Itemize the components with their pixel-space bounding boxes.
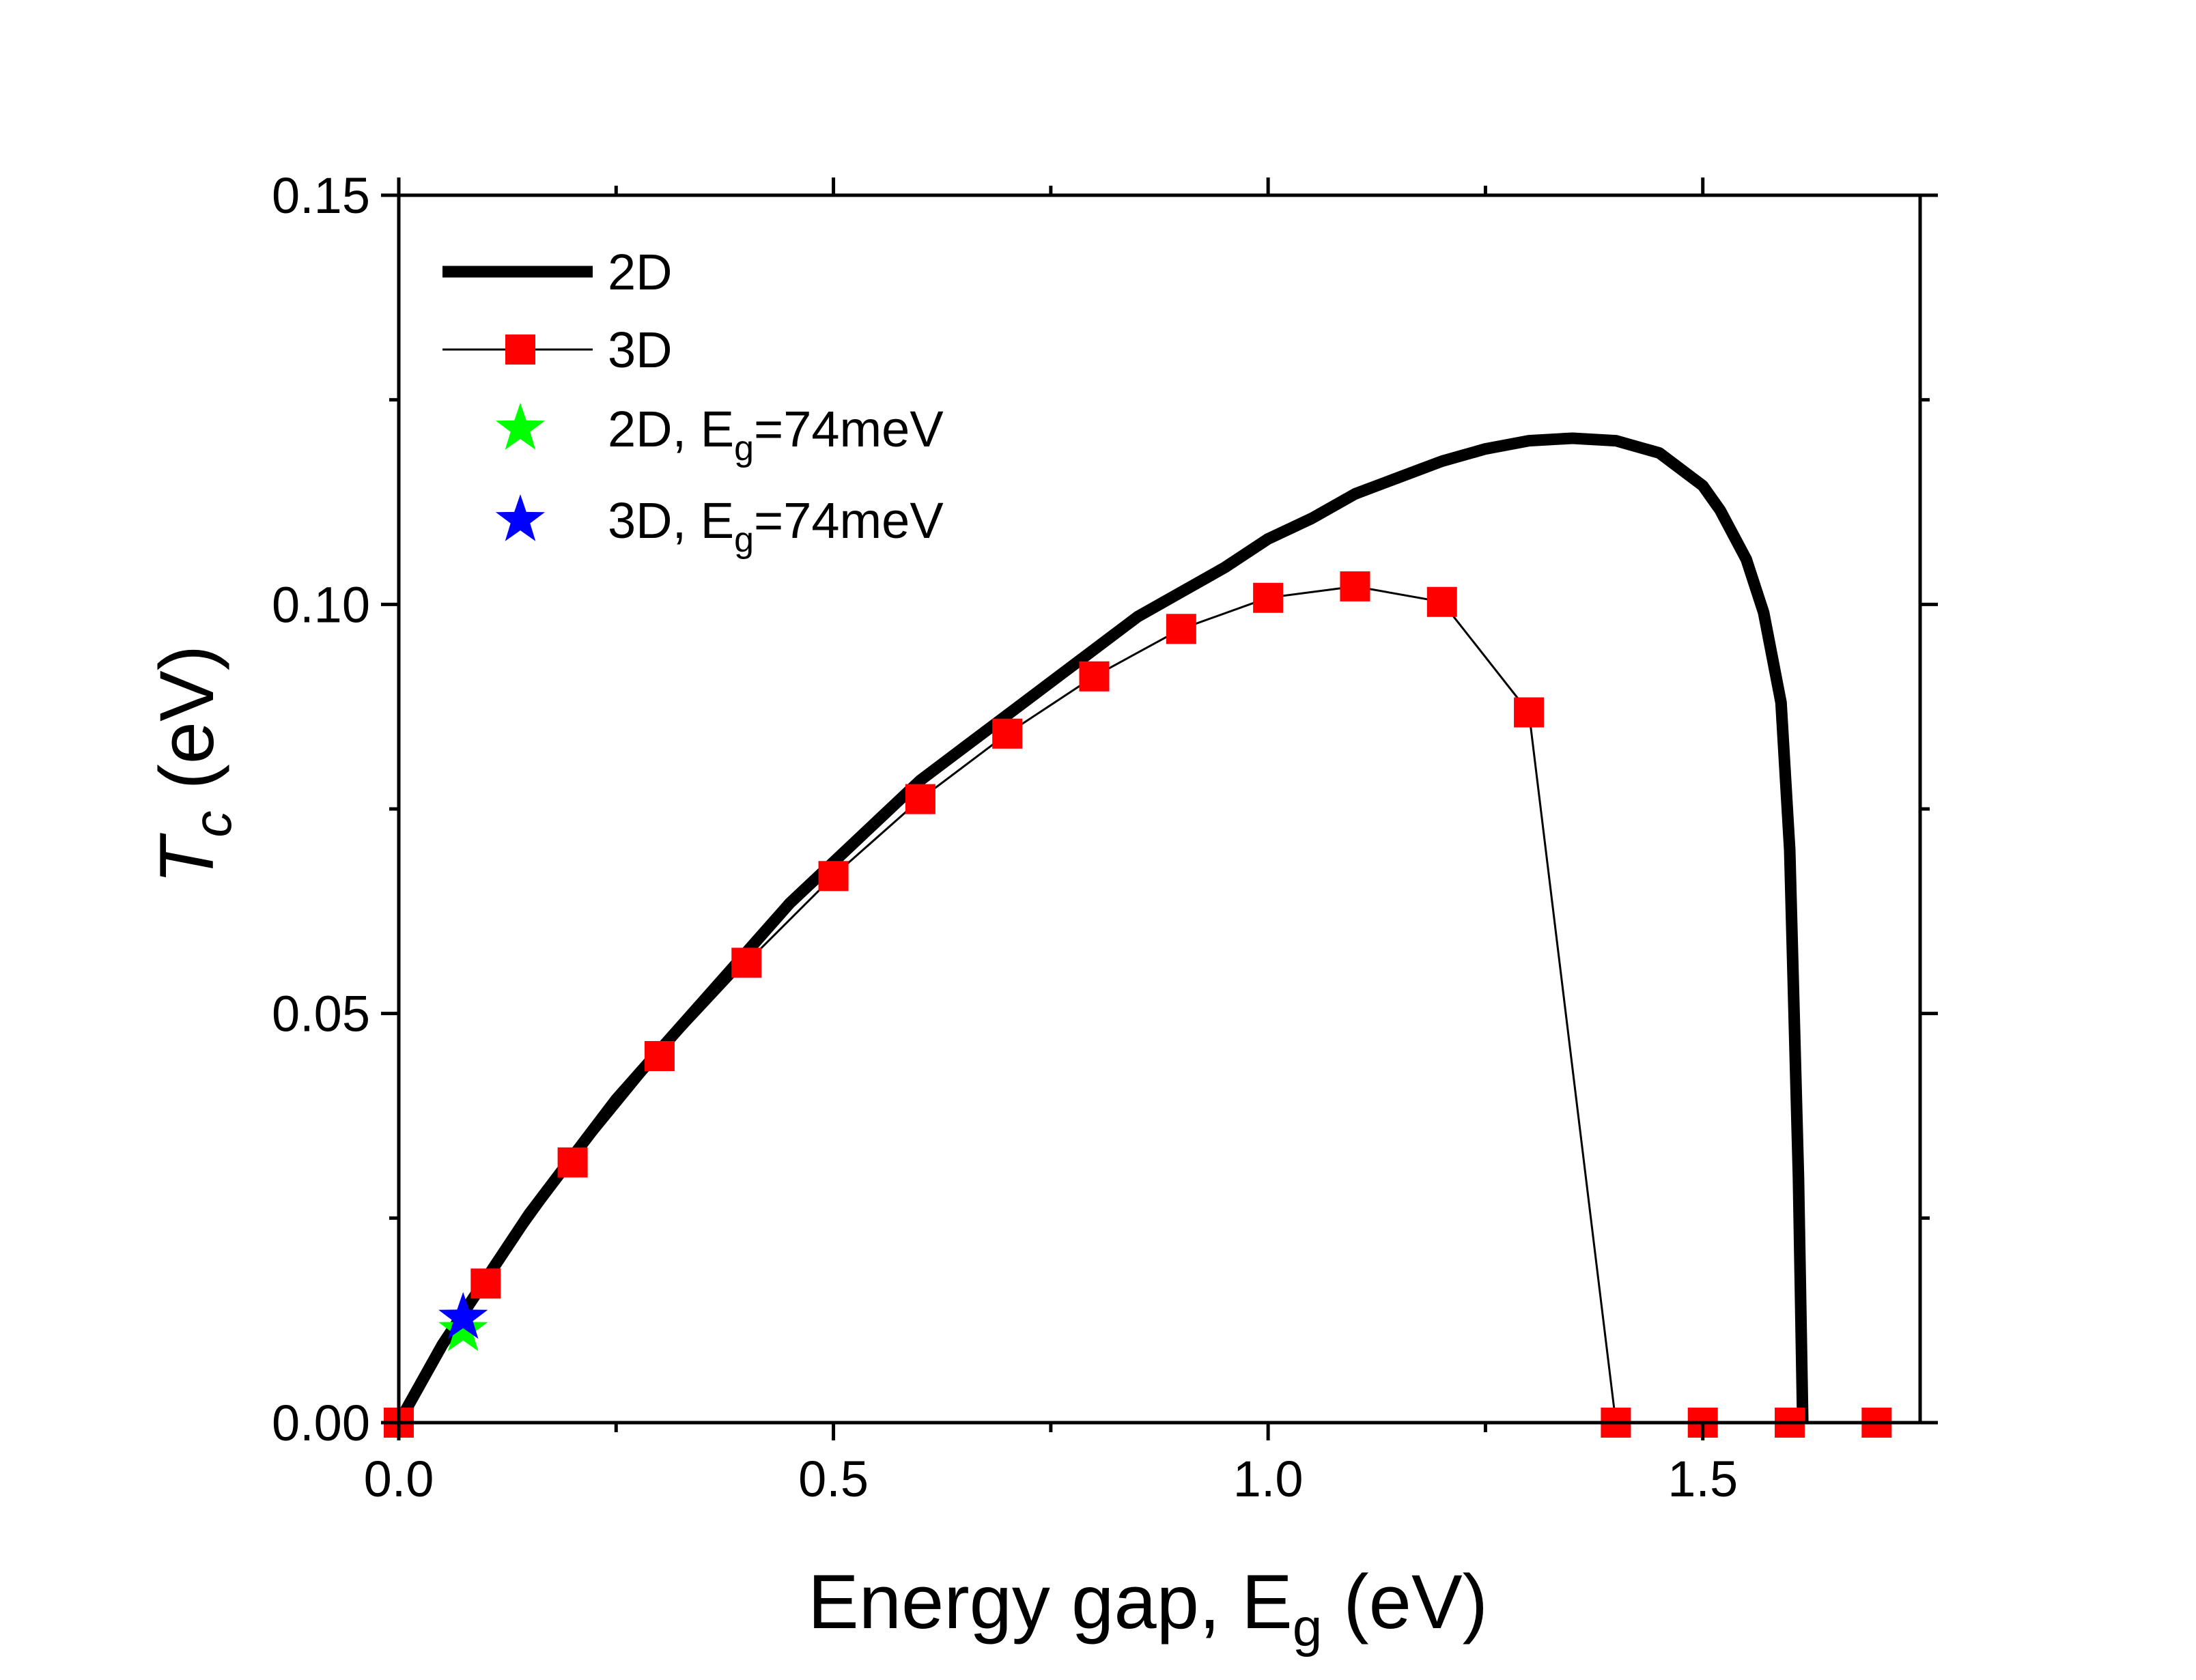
series-4-point-1 — [438, 1292, 488, 1339]
series-2-point-4 — [644, 1040, 675, 1071]
y-axis-title-main: T — [144, 832, 229, 884]
legend-label-2: 3D — [608, 322, 673, 378]
y-tick-label-3: 0.10 — [272, 576, 370, 633]
legend-item-4: 3D, Eg=74meV — [495, 492, 944, 560]
series-2-point-3 — [557, 1147, 588, 1178]
legend-symbol-4 — [495, 494, 546, 541]
y-tick-label-4: 0.15 — [272, 167, 370, 224]
series-2-point-2 — [470, 1268, 501, 1299]
plot-area — [384, 432, 1892, 1438]
legend-item-3: 2D, Eg=74meV — [495, 401, 944, 468]
series-2 — [384, 571, 1892, 1438]
y-axis-title-sub: c — [182, 811, 242, 838]
y-axis-title-tail: (eV) — [144, 645, 229, 811]
x-tick-label-3: 1.0 — [1233, 1451, 1304, 1507]
legend-label-4: 3D, Eg=74meV — [608, 492, 944, 560]
x-tick-label-4: 1.5 — [1667, 1451, 1738, 1507]
series-2-point-10 — [1166, 614, 1196, 644]
series-2-point-12 — [1340, 571, 1370, 601]
series-2-point-7 — [905, 784, 935, 814]
legend-label-3: 2D, Eg=74meV — [608, 401, 944, 468]
legend-label-1: 2D — [608, 244, 673, 300]
series-2-point-6 — [818, 861, 849, 892]
y-tick-label-1: 0.00 — [272, 1395, 370, 1451]
series-2-point-11 — [1253, 582, 1284, 613]
legend-item-2: 3D — [442, 322, 673, 378]
y-tick-label-2: 0.05 — [272, 986, 370, 1042]
y-axis-title: Tc (eV) — [144, 645, 242, 884]
x-tick-label-2: 0.5 — [798, 1451, 869, 1507]
series-2-point-14 — [1514, 697, 1545, 728]
legend-item-1: 2D — [442, 244, 673, 300]
legend: 2D 3D 2D, Eg=74meV 3D, Eg=74meV — [442, 244, 944, 560]
series-2-point-5 — [731, 948, 762, 978]
x-axis-title-main: Energy gap, E — [808, 1559, 1293, 1645]
series-2-point-9 — [1079, 661, 1110, 692]
series-2-point-13 — [1426, 586, 1457, 617]
series-4 — [438, 1292, 488, 1339]
x-axis-title: Energy gap, Eg (eV) — [808, 1559, 1488, 1657]
legend-symbol-2 — [505, 334, 535, 365]
series-2-point-8 — [992, 718, 1023, 749]
x-axis-title-tail: (eV) — [1322, 1559, 1488, 1645]
axes: 0.0 0.5 1.0 1.5 0.00 0.05 0.10 0.15 — [272, 167, 1938, 1507]
x-axis-title-sub: g — [1293, 1597, 1322, 1657]
x-tick-label-1: 0.0 — [364, 1451, 434, 1507]
legend-symbol-3 — [495, 403, 546, 450]
